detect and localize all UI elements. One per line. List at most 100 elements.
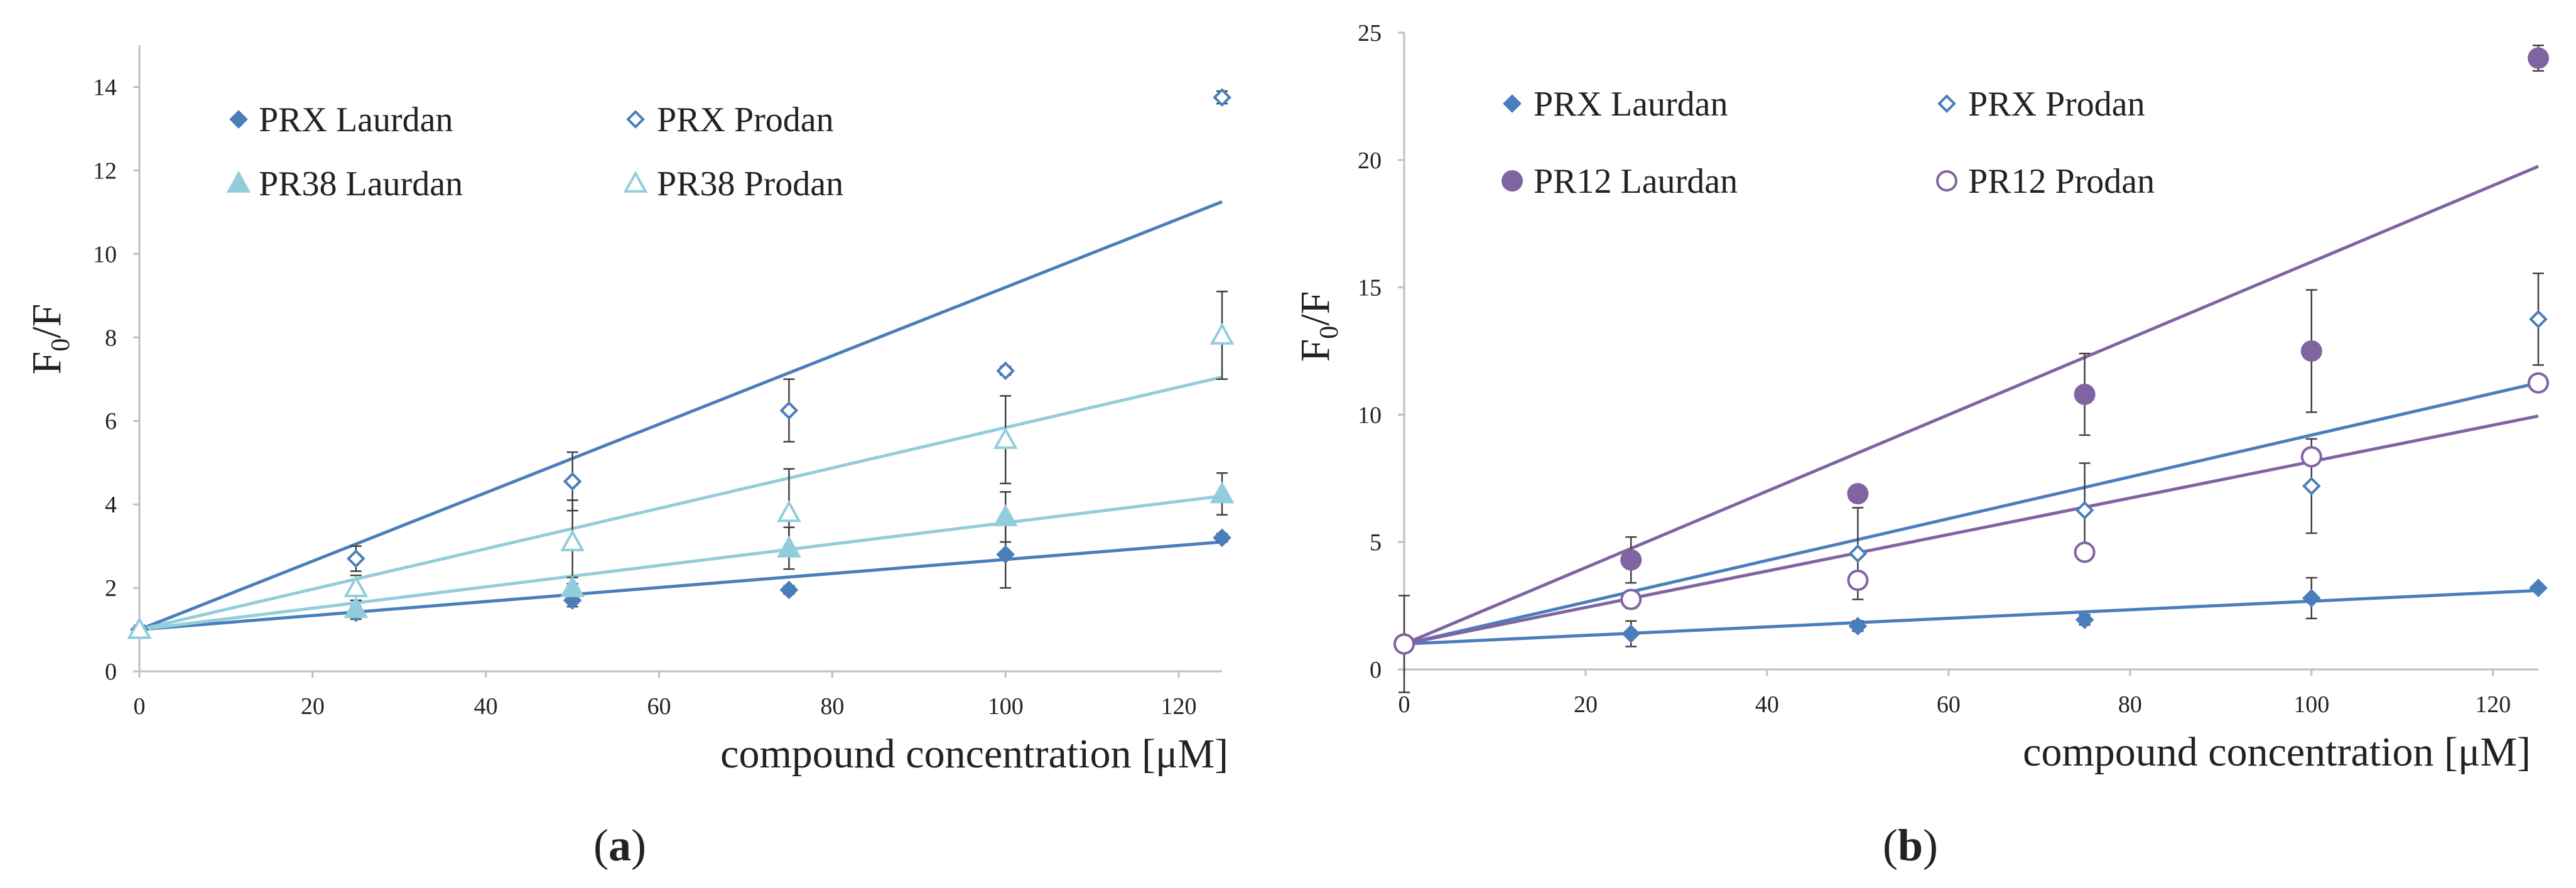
data-point	[2075, 610, 2094, 629]
data-point	[1210, 322, 1235, 345]
data-point	[560, 529, 585, 551]
x-axis-title: compound concentration [μM]	[2023, 729, 2531, 775]
data-point	[779, 401, 799, 420]
data-point	[2302, 588, 2321, 608]
x-tick-label: 0	[134, 693, 146, 720]
x-tick-label: 20	[1574, 691, 1598, 718]
legend-label: PR12 Laurdan	[1534, 162, 1738, 201]
data-point	[1394, 633, 1415, 655]
x-tick-label: 20	[301, 693, 325, 720]
panel-label: (b)	[1883, 820, 1938, 870]
data-point	[2074, 541, 2096, 563]
data-point	[993, 504, 1018, 526]
legend-marker	[1503, 94, 1522, 113]
data-point	[2529, 310, 2548, 329]
data-point	[777, 535, 801, 558]
y-tick-label: 6	[105, 408, 117, 435]
data-point	[563, 472, 582, 491]
chart-panel-a: 0 20 40 60 80 100 120 0 2 4 6 8 10 12 14 F0/F compound c…	[24, 45, 1235, 870]
x-tick-label: 120	[1161, 693, 1197, 720]
data-point	[1847, 570, 1869, 592]
data-point	[346, 549, 365, 568]
data-point	[2302, 477, 2321, 495]
data-point	[1847, 483, 1869, 505]
y-tick-label: 10	[1358, 402, 1382, 428]
x-tick-label: 60	[647, 693, 671, 720]
legend-marker	[626, 110, 645, 129]
x-tick-label: 80	[820, 693, 844, 720]
data-point	[996, 361, 1015, 381]
trendline	[1404, 381, 2539, 646]
data-point	[1210, 481, 1235, 504]
y-axis-title: F0/F	[24, 304, 75, 375]
legend-label: PR12 Prodan	[1968, 162, 2155, 201]
x-tick-label: 40	[1755, 691, 1779, 718]
y-tick-label: 15	[1358, 275, 1382, 301]
data-point	[1621, 624, 1641, 644]
y-tick-label: 4	[105, 492, 117, 518]
legend-label: PRX Laurdan	[259, 100, 453, 139]
data-point	[1620, 549, 1642, 571]
data-point	[1213, 528, 1231, 548]
data-point	[1848, 617, 1868, 636]
data-point	[1848, 544, 1868, 563]
legend-label: PRX Prodan	[657, 100, 834, 139]
y-tick-label: 0	[1370, 657, 1382, 683]
trendline	[1404, 414, 2539, 646]
data-point	[2528, 47, 2549, 69]
data-point	[779, 580, 799, 600]
trendline	[1404, 588, 2539, 646]
y-tick-label: 2	[105, 575, 117, 602]
legend-marker	[1502, 170, 1523, 192]
data-point	[2300, 340, 2322, 362]
y-tick-label: 10	[93, 241, 117, 268]
data-point	[127, 617, 152, 639]
data-point	[1213, 88, 1231, 107]
x-tick-label: 120	[2475, 691, 2511, 718]
y-tick-label: 5	[1370, 529, 1382, 556]
chart-panel-b: 0 20 40 60 80 100 120 0 5 10 15 20 25 F0/F compound co…	[1292, 20, 2549, 870]
panel-label: (a)	[593, 820, 646, 870]
x-tick-label: 40	[474, 693, 498, 720]
legend-marker	[1936, 170, 1957, 192]
data-point	[344, 596, 369, 619]
y-tick-label: 12	[93, 158, 117, 184]
trendline	[139, 494, 1223, 632]
x-axis-title: compound concentration [μM]	[720, 731, 1228, 777]
legend-marker	[226, 170, 251, 193]
x-tick-label: 100	[988, 693, 1024, 720]
y-tick-label: 20	[1358, 148, 1382, 174]
data-point	[777, 500, 801, 523]
trendline	[139, 200, 1223, 631]
legend-label: PR38 Laurdan	[259, 165, 463, 203]
x-tick-label: 0	[1399, 691, 1410, 718]
data-point	[2074, 383, 2096, 405]
trendline	[139, 540, 1223, 632]
legend-marker	[229, 110, 248, 129]
legend-marker	[1937, 94, 1956, 113]
legend-label: PRX Prodan	[1968, 85, 2145, 124]
y-tick-label: 0	[105, 659, 117, 685]
y-tick-label: 25	[1358, 20, 1382, 46]
data-point	[2300, 446, 2322, 468]
x-tick-label: 60	[1937, 691, 1961, 718]
x-tick-label: 80	[2118, 691, 2142, 718]
y-axis-title: F0/F	[1292, 291, 1344, 362]
data-point	[560, 575, 585, 597]
data-point	[2075, 501, 2094, 520]
data-point	[2528, 372, 2549, 394]
y-tick-label: 14	[93, 74, 117, 100]
x-tick-label: 100	[2293, 691, 2329, 718]
data-point	[2529, 578, 2548, 598]
legend-label: PR38 Prodan	[657, 165, 843, 203]
y-tick-label: 8	[105, 325, 117, 351]
legend-marker	[623, 170, 648, 193]
trendline	[1404, 165, 2539, 646]
legend-label: PRX Laurdan	[1534, 85, 1728, 124]
data-point	[1620, 588, 1642, 610]
data-point	[996, 545, 1015, 564]
data-point	[993, 426, 1018, 449]
data-point	[344, 575, 369, 597]
trendline	[139, 375, 1223, 631]
